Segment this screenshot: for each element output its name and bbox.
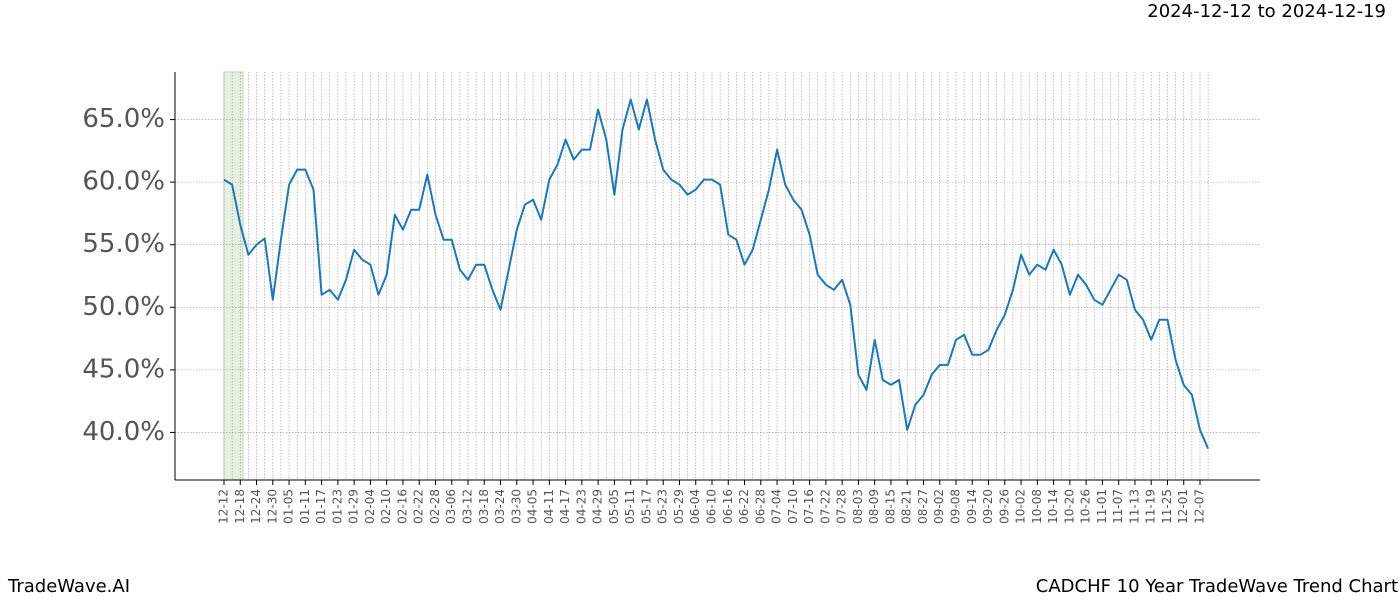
x-tick-label: 12-30 [265,489,279,524]
x-tick-label: 11-19 [1144,489,1158,524]
x-tick-label: 02-04 [363,489,377,524]
x-tick-label: 08-09 [867,489,881,524]
x-tick-label: 04-05 [526,489,540,524]
x-tick-label: 11-13 [1127,489,1141,524]
x-tick-label: 01-29 [347,489,361,524]
x-tick-label: 10-08 [1030,489,1044,524]
x-tick-label: 09-08 [949,489,963,524]
x-tick-label: 11-01 [1095,489,1109,524]
y-tick-label: 55.0% [82,229,165,259]
y-tick-label: 40.0% [82,417,165,447]
series-line [223,98,1210,450]
x-tick-label: 09-02 [932,489,946,524]
y-tick-label: 65.0% [82,104,165,134]
y-tick-label: 45.0% [82,354,165,384]
x-tick-label: 07-22 [818,489,832,524]
x-tick-label: 01-05 [282,489,296,524]
x-tick-label: 06-22 [737,489,751,524]
x-tick-label: 02-28 [428,489,442,524]
x-tick-label: 12-01 [1176,489,1190,524]
x-tick-label: 02-22 [412,489,426,524]
x-tick-label: 03-18 [477,489,491,524]
x-tick-label: 05-29 [672,489,686,524]
x-tick-label: 03-12 [461,489,475,524]
x-tick-label: 12-18 [233,489,247,524]
x-tick-label: 01-11 [298,489,312,524]
x-tick-label: 05-23 [656,489,670,524]
x-tick-label: 06-04 [688,489,702,524]
x-tick-label: 07-10 [786,489,800,524]
x-tick-label: 07-16 [802,489,816,524]
x-tick-label: 07-04 [770,489,784,524]
x-tick-label: 05-05 [607,489,621,524]
chart-subtitle: 2024-12-12 to 2024-12-19 [1147,1,1386,22]
x-tick-label: 02-16 [395,489,409,524]
x-tick-label: 05-11 [623,489,637,524]
x-tick-label: 04-29 [591,489,605,524]
x-tick-label: 03-24 [493,489,507,524]
x-tick-label: 09-20 [981,489,995,524]
x-tick-label: 06-28 [753,489,767,524]
footer-left: TradeWave.AI [7,576,130,597]
x-tick-label: 08-21 [900,489,914,524]
x-tick-label: 08-27 [916,489,930,524]
x-tick-label: 12-24 [249,489,263,524]
x-tick-label: 09-14 [965,489,979,524]
x-tick-label: 11-07 [1111,489,1125,524]
x-tick-label: 10-20 [1062,489,1076,524]
x-tick-label: 02-10 [379,489,393,524]
x-tick-label: 10-02 [1014,489,1028,524]
x-tick-label: 05-17 [639,489,653,524]
x-tick-label: 01-23 [330,489,344,524]
x-tick-label: 08-03 [851,489,865,524]
x-tick-label: 06-16 [721,489,735,524]
x-tick-label: 11-25 [1160,489,1174,524]
y-tick-label: 60.0% [82,167,165,197]
x-tick-label: 04-23 [574,489,588,524]
y-tick-label: 50.0% [82,292,165,322]
x-tick-label: 01-17 [314,489,328,524]
x-tick-label: 10-14 [1046,489,1060,524]
x-tick-label: 07-28 [835,489,849,524]
footer-right: CADCHF 10 Year TradeWave Trend Chart [1036,576,1398,597]
x-tick-label: 03-30 [509,489,523,524]
x-tick-label: 12-07 [1193,489,1207,524]
x-tick-label: 10-26 [1079,489,1093,524]
x-tick-label: 04-11 [542,489,556,524]
x-tick-label: 08-15 [883,489,897,524]
x-tick-label: 12-12 [217,489,231,524]
x-tick-label: 06-10 [705,489,719,524]
x-tick-label: 09-26 [997,489,1011,524]
x-tick-label: 04-17 [558,489,572,524]
x-tick-label: 03-06 [444,489,458,524]
